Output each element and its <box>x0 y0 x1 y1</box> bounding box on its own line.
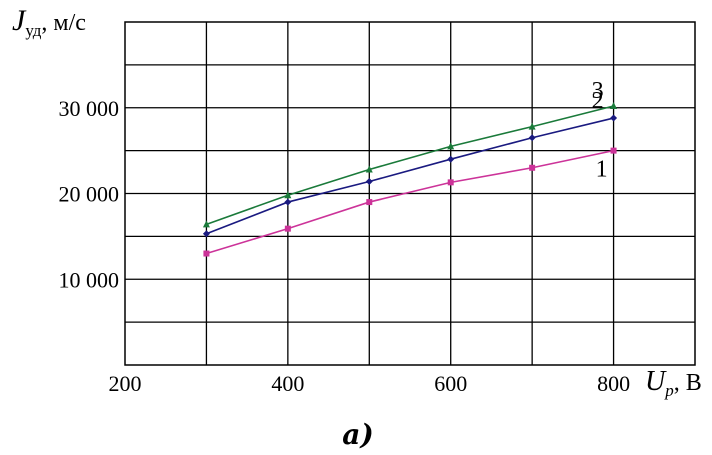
x-tick-label: 800 <box>597 371 630 396</box>
data-point <box>365 165 373 173</box>
series-label-1: 1 <box>596 157 608 183</box>
data-point <box>528 134 536 142</box>
series-label-3: 3 <box>592 78 604 104</box>
data-point <box>202 230 210 238</box>
data-point <box>447 142 455 150</box>
data-point <box>365 177 373 185</box>
figure-caption: а) <box>342 418 373 451</box>
data-point <box>610 114 618 122</box>
x-tick-label: 600 <box>434 371 467 396</box>
plot-frame <box>124 21 696 366</box>
x-tick-label: 400 <box>271 371 304 396</box>
y-axis-symbol: J <box>12 4 27 37</box>
data-point <box>447 179 454 186</box>
data-point <box>610 102 618 110</box>
x-axis-unit: , В <box>674 370 702 396</box>
x-axis-symbol: U <box>645 366 667 397</box>
series-labels: 1 23 <box>592 78 608 183</box>
series-1 <box>203 147 617 257</box>
x-axis-label: Uр, В <box>645 366 702 400</box>
data-point <box>284 198 292 206</box>
x-tick-label: 200 <box>109 371 142 396</box>
y-axis-unit: , м/с <box>41 10 86 36</box>
series-layer <box>202 102 618 257</box>
data-point <box>284 225 291 232</box>
y-axis-label: Jуд, м/с <box>12 4 86 40</box>
series-3 <box>202 102 618 228</box>
data-point <box>366 199 373 206</box>
y-tick-label: 30 000 <box>59 96 120 121</box>
data-point <box>447 155 455 163</box>
series-line <box>206 117 614 235</box>
grid <box>125 22 695 365</box>
tick-labels: 200 400 600 800 10 000 20 000 30 000 <box>59 96 631 396</box>
y-tick-label: 20 000 <box>59 182 120 207</box>
series-2 <box>202 114 618 238</box>
data-point <box>529 164 536 171</box>
data-point <box>610 147 617 154</box>
y-tick-label: 10 000 <box>59 267 120 292</box>
data-point <box>202 220 210 228</box>
series-line <box>206 149 614 255</box>
data-point <box>284 191 292 199</box>
series-line <box>206 105 614 226</box>
data-point <box>203 250 210 257</box>
data-point <box>528 122 536 130</box>
x-axis-subscript: р <box>664 381 674 400</box>
y-axis-subscript: уд <box>25 21 41 40</box>
series-label-2: 2 <box>592 88 604 114</box>
